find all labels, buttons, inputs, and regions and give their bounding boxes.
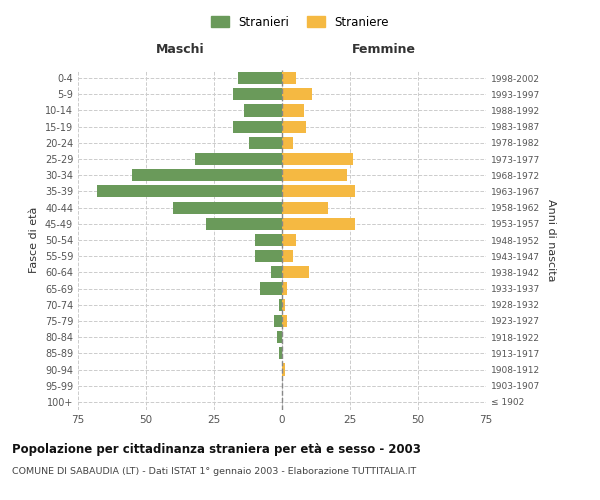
Bar [279,348,282,360]
Bar [282,120,307,132]
Text: Popolazione per cittadinanza straniera per età e sesso - 2003: Popolazione per cittadinanza straniera p… [12,442,421,456]
Bar [282,298,285,311]
Bar [206,218,282,230]
Bar [282,169,347,181]
Bar [244,104,282,117]
Bar [133,169,282,181]
Bar [279,298,282,311]
Bar [282,266,309,278]
Bar [255,234,282,246]
Bar [97,186,282,198]
Bar [255,250,282,262]
Bar [282,104,304,117]
Bar [282,250,293,262]
Bar [282,234,296,246]
Y-axis label: Anni di nascita: Anni di nascita [545,198,556,281]
Bar [282,88,312,101]
Legend: Stranieri, Straniere: Stranieri, Straniere [206,11,394,34]
Bar [233,88,282,101]
Bar [282,202,328,213]
Bar [250,137,282,149]
Bar [274,315,282,327]
Bar [282,315,287,327]
Bar [282,364,285,376]
Bar [282,186,355,198]
Bar [195,153,282,165]
Bar [277,331,282,343]
Bar [282,72,296,84]
Bar [282,218,355,230]
Bar [238,72,282,84]
Text: COMUNE DI SABAUDIA (LT) - Dati ISTAT 1° gennaio 2003 - Elaborazione TUTTITALIA.I: COMUNE DI SABAUDIA (LT) - Dati ISTAT 1° … [12,468,416,476]
Bar [282,137,293,149]
Y-axis label: Fasce di età: Fasce di età [29,207,39,273]
Bar [233,120,282,132]
Bar [282,153,353,165]
Bar [260,282,282,294]
Text: Femmine: Femmine [352,44,416,57]
Bar [271,266,282,278]
Bar [173,202,282,213]
Text: Maschi: Maschi [155,44,205,57]
Bar [282,282,287,294]
